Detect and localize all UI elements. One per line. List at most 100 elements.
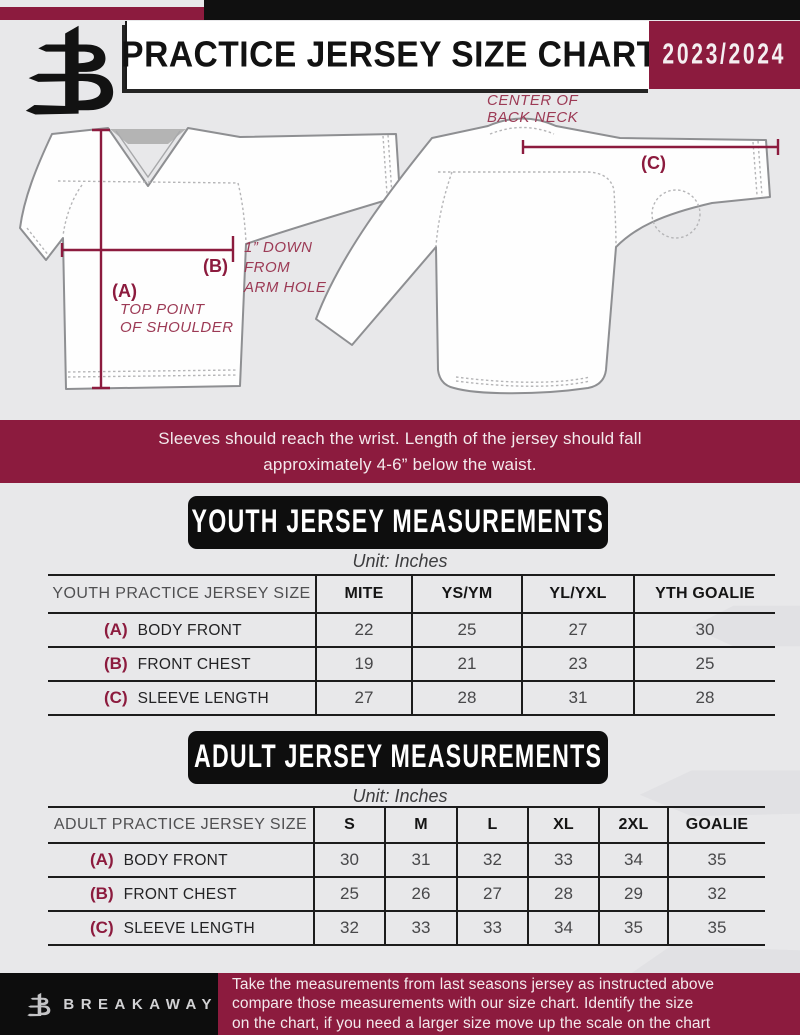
cell-value: 26 xyxy=(384,877,457,911)
cell-value: 35 xyxy=(667,843,765,877)
cell-value: 22 xyxy=(315,613,412,647)
adult-banner-label: ADULT JERSEY MEASUREMENTS xyxy=(193,739,603,775)
front-jersey-drawing: (B) (A) TOP POINT OF SHOULDER 1” DOWN FR… xyxy=(19,127,401,390)
youth-section-banner: YOUTH JERSEY MEASUREMENTS xyxy=(188,496,608,549)
top-bar-maroon xyxy=(0,7,204,20)
cell-value: 33 xyxy=(384,911,457,945)
adult-size-col-3: XL xyxy=(527,807,599,843)
cell-value: 32 xyxy=(313,911,385,945)
adult-section-banner: ADULT JERSEY MEASUREMENTS xyxy=(188,731,608,784)
season-badge: 2023/2024 xyxy=(649,21,800,89)
table-row: (B) FRONT CHEST 19 21 23 25 xyxy=(48,647,775,681)
table-row: (B) FRONT CHEST 25 26 27 28 29 32 xyxy=(48,877,765,911)
row-key: (A) xyxy=(104,620,128,639)
cell-value: 35 xyxy=(667,911,765,945)
cell-value: 28 xyxy=(527,877,599,911)
b-note-line3: ARM HOLE xyxy=(243,279,327,296)
footer-brand-block: BREAKAWAY xyxy=(0,973,218,1035)
adult-size-col-5: GOALIE xyxy=(667,807,765,843)
youth-table-header-row: YOUTH PRACTICE JERSEY SIZE MITE YS/YM YL… xyxy=(48,575,775,613)
c-note-line2: BACK NECK xyxy=(487,109,579,126)
adult-unit-label: Unit: Inches xyxy=(352,786,448,806)
cell-value: 27 xyxy=(521,613,634,647)
b-note-line2: FROM xyxy=(244,259,290,276)
cell-value: 29 xyxy=(598,877,668,911)
row-label: BODY FRONT xyxy=(137,622,242,639)
row-key: (B) xyxy=(104,654,128,673)
a-note-line2: OF SHOULDER xyxy=(120,319,234,336)
youth-size-col-0: MITE xyxy=(315,575,412,613)
adult-size-col-0: S xyxy=(313,807,385,843)
table-row: (C) SLEEVE LENGTH 27 28 31 28 xyxy=(48,681,775,715)
c-note-line1: CENTER OF xyxy=(487,92,579,109)
cell-value: 28 xyxy=(633,681,775,715)
table-row: (A) BODY FRONT 22 25 27 30 xyxy=(48,613,775,647)
a-note-line1: TOP POINT xyxy=(120,301,206,318)
row-label: SLEEVE LENGTH xyxy=(123,920,255,937)
label-c: (C) xyxy=(641,153,666,173)
adult-size-col-1: M xyxy=(384,807,457,843)
cell-value: 27 xyxy=(456,877,528,911)
footer-note-line2: compare those measurements with our size… xyxy=(232,995,694,1013)
cell-value: 31 xyxy=(521,681,634,715)
jersey-diagrams: (B) (A) TOP POINT OF SHOULDER 1” DOWN FR… xyxy=(0,90,800,425)
adult-size-col-4: 2XL xyxy=(598,807,668,843)
cell-value: 31 xyxy=(384,843,457,877)
footer-logo-icon xyxy=(26,986,51,1022)
back-jersey-drawing: (C) CENTER OF BACK NECK xyxy=(315,92,780,395)
cell-value: 35 xyxy=(598,911,668,945)
row-label: SLEEVE LENGTH xyxy=(137,690,269,707)
fit-notice-line2: approximately 4-6” below the waist. xyxy=(263,454,537,474)
row-label: FRONT CHEST xyxy=(123,886,237,903)
youth-banner-label: YOUTH JERSEY MEASUREMENTS xyxy=(191,504,605,540)
youth-size-col-3: YTH GOALIE xyxy=(633,575,775,613)
cell-value: 27 xyxy=(315,681,412,715)
label-a: (A) xyxy=(112,281,137,301)
cell-value: 34 xyxy=(527,911,599,945)
cell-value: 32 xyxy=(456,843,528,877)
youth-unit-label: Unit: Inches xyxy=(352,551,448,571)
row-key: (B) xyxy=(90,884,114,903)
footer-note-line3: on the chart, if you need a larger size … xyxy=(232,1014,711,1032)
cell-value: 23 xyxy=(521,647,634,681)
table-row: (C) SLEEVE LENGTH 32 33 33 34 35 35 xyxy=(48,911,765,945)
fit-notice-line1: Sleeves should reach the wrist. Length o… xyxy=(158,428,642,448)
season-label: 2023/2024 xyxy=(662,38,787,71)
label-b: (B) xyxy=(203,256,228,276)
cell-value: 32 xyxy=(667,877,765,911)
top-bar-black xyxy=(204,0,800,20)
cell-value: 25 xyxy=(633,647,775,681)
youth-size-table: YOUTH PRACTICE JERSEY SIZE MITE YS/YM YL… xyxy=(48,574,775,716)
row-key: (A) xyxy=(90,850,114,869)
youth-table-title: YOUTH PRACTICE JERSEY SIZE xyxy=(52,585,311,602)
cell-value: 30 xyxy=(313,843,385,877)
fit-notice-banner: Sleeves should reach the wrist. Length o… xyxy=(0,420,800,483)
row-label: BODY FRONT xyxy=(123,852,228,869)
cell-value: 21 xyxy=(411,647,522,681)
row-key: (C) xyxy=(104,688,128,707)
title-bar: PRACTICE JERSEY SIZE CHART xyxy=(121,21,657,89)
page-title: PRACTICE JERSEY SIZE CHART xyxy=(120,34,658,75)
b-note-line1: 1” DOWN xyxy=(244,239,313,256)
adult-size-col-2: L xyxy=(456,807,528,843)
youth-size-col-1: YS/YM xyxy=(411,575,522,613)
row-key: (C) xyxy=(90,918,114,937)
brand-name: BREAKAWAY xyxy=(63,995,218,1013)
cell-value: 19 xyxy=(315,647,412,681)
cell-value: 33 xyxy=(456,911,528,945)
footer-instructions: Take the measurements from last seasons … xyxy=(218,973,800,1035)
footer-note-line1: Take the measurements from last seasons … xyxy=(232,975,715,993)
cell-value: 25 xyxy=(313,877,385,911)
youth-size-col-2: YL/YXL xyxy=(521,575,634,613)
table-row: (A) BODY FRONT 30 31 32 33 34 35 xyxy=(48,843,765,877)
adult-size-table: ADULT PRACTICE JERSEY SIZE S M L XL 2XL … xyxy=(48,806,765,946)
cell-value: 28 xyxy=(411,681,522,715)
adult-table-title: ADULT PRACTICE JERSEY SIZE xyxy=(53,816,308,833)
cell-value: 30 xyxy=(633,613,775,647)
cell-value: 34 xyxy=(598,843,668,877)
adult-table-header-row: ADULT PRACTICE JERSEY SIZE S M L XL 2XL … xyxy=(48,807,765,843)
cell-value: 25 xyxy=(411,613,522,647)
cell-value: 33 xyxy=(527,843,599,877)
row-label: FRONT CHEST xyxy=(137,656,251,673)
